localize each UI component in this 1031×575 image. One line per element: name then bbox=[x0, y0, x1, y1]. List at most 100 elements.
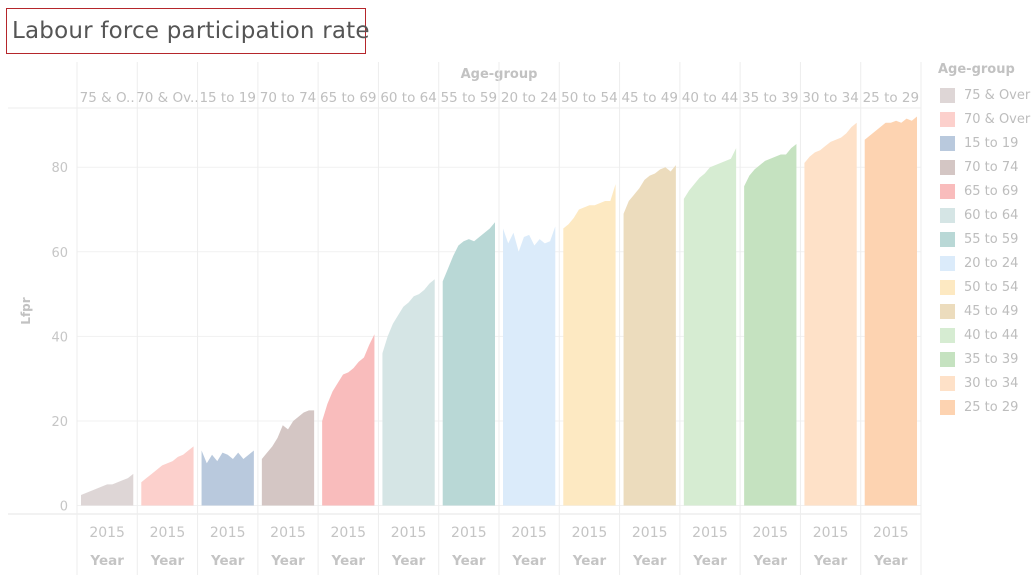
x-tick-label: 2015 bbox=[89, 525, 125, 541]
legend-label: 30 to 34 bbox=[964, 375, 1019, 391]
y-tick-label: 40 bbox=[51, 330, 68, 345]
x-axis-label: Year bbox=[873, 553, 908, 569]
area-55-to-59 bbox=[442, 222, 495, 506]
legend-label: 40 to 44 bbox=[964, 327, 1019, 343]
legend-item: 60 to 64 bbox=[932, 203, 1030, 227]
y-tick-label: 60 bbox=[51, 246, 68, 261]
legend-items: 75 & Over 70 & Over 15 to 19 70 to 74 65 to … bbox=[932, 83, 1030, 419]
legend-item: 75 & Over bbox=[932, 83, 1030, 107]
x-axis-label: Year bbox=[150, 553, 185, 569]
legend-label: 45 to 49 bbox=[964, 303, 1019, 319]
area-60-to-64 bbox=[382, 279, 435, 506]
area-50-to-54 bbox=[563, 184, 616, 506]
legend-item: 40 to 44 bbox=[932, 323, 1030, 347]
panel-header-label: 25 to 29 bbox=[863, 90, 920, 106]
x-axis-label: Year bbox=[511, 553, 546, 569]
x-axis-label: Year bbox=[813, 553, 848, 569]
chart-title: Labour force participation rate bbox=[12, 18, 370, 44]
area-25-to-29 bbox=[864, 116, 917, 506]
x-tick-label: 2015 bbox=[572, 525, 608, 541]
panel-header-label: 65 to 69 bbox=[320, 90, 377, 106]
legend-swatch bbox=[940, 375, 955, 391]
x-axis-label: Year bbox=[753, 553, 788, 569]
panel-header-label: 45 to 49 bbox=[621, 90, 678, 106]
x-axis-label: Year bbox=[451, 553, 486, 569]
area-30-to-34 bbox=[804, 122, 857, 506]
x-axis-label: Year bbox=[331, 553, 366, 569]
y-tick-label: 80 bbox=[51, 161, 68, 176]
x-tick-label: 2015 bbox=[270, 525, 306, 541]
legend-label: 15 to 19 bbox=[964, 135, 1019, 151]
legend-item: 50 to 54 bbox=[932, 275, 1030, 299]
x-tick-label: 2015 bbox=[451, 525, 487, 541]
panel-header-label: 35 to 39 bbox=[742, 90, 799, 106]
legend-label: 25 to 29 bbox=[964, 399, 1019, 415]
panel-header-label: 30 to 34 bbox=[802, 90, 859, 106]
legend-label: 75 & Over bbox=[964, 87, 1031, 103]
area-40-to-44 bbox=[683, 148, 737, 506]
legend-swatch bbox=[940, 303, 955, 319]
legend-label: 35 to 39 bbox=[964, 351, 1019, 367]
legend-swatch bbox=[940, 111, 955, 127]
legend-label: 70 to 74 bbox=[964, 159, 1019, 175]
area-70-to-74 bbox=[261, 410, 315, 506]
panel-header-label: 60 to 64 bbox=[380, 90, 437, 106]
x-axis-label: Year bbox=[632, 553, 667, 569]
area-65-to-69 bbox=[322, 334, 375, 506]
panel-header-label: 50 to 54 bbox=[561, 90, 618, 106]
area-75-o- bbox=[81, 473, 134, 506]
legend-swatch bbox=[940, 399, 955, 415]
x-tick-label: 2015 bbox=[873, 525, 909, 541]
legend-item: 35 to 39 bbox=[932, 347, 1030, 371]
x-tick-label: 2015 bbox=[692, 525, 728, 541]
y-tick-label: 0 bbox=[60, 500, 68, 515]
legend-swatch bbox=[940, 327, 955, 343]
panel-header-label: 55 to 59 bbox=[441, 90, 498, 106]
legend-swatch bbox=[940, 231, 955, 247]
legend-swatch bbox=[940, 351, 955, 367]
legend-swatch bbox=[940, 159, 955, 175]
legend-swatch bbox=[940, 87, 955, 103]
x-tick-label: 2015 bbox=[813, 525, 849, 541]
panel-header-label: 75 & O.. bbox=[80, 90, 135, 106]
x-tick-label: 2015 bbox=[752, 525, 788, 541]
legend-item: 65 to 69 bbox=[932, 179, 1030, 203]
legend-label: 50 to 54 bbox=[964, 279, 1019, 295]
legend-swatch bbox=[940, 207, 955, 223]
x-axis-label: Year bbox=[270, 553, 305, 569]
legend: Age-group 75 & Over 70 & Over 15 to 19 70 t… bbox=[932, 62, 1030, 419]
legend-swatch bbox=[940, 135, 955, 151]
x-axis-label: Year bbox=[391, 553, 426, 569]
x-tick-label: 2015 bbox=[330, 525, 366, 541]
y-tick-label: 20 bbox=[51, 415, 68, 430]
panel-header-label: 40 to 44 bbox=[682, 90, 739, 106]
x-axis-label: Year bbox=[572, 553, 607, 569]
panel-header-label: 70 to 74 bbox=[260, 90, 317, 106]
x-axis-label: Year bbox=[692, 553, 727, 569]
legend-swatch bbox=[940, 255, 955, 271]
legend-item: 45 to 49 bbox=[932, 299, 1030, 323]
legend-item: 70 & Over bbox=[932, 107, 1030, 131]
legend-item: 30 to 34 bbox=[932, 371, 1030, 395]
area-45-to-49 bbox=[623, 165, 676, 506]
x-tick-label: 2015 bbox=[511, 525, 547, 541]
legend-swatch bbox=[940, 183, 955, 199]
legend-item: 15 to 19 bbox=[932, 131, 1030, 155]
chart-title-box: Labour force participation rate bbox=[6, 8, 370, 54]
legend-label: 55 to 59 bbox=[964, 231, 1019, 247]
legend-label: 70 & Over bbox=[964, 111, 1031, 127]
x-tick-label: 2015 bbox=[210, 525, 246, 541]
panel-header-label: 15 to 19 bbox=[199, 90, 256, 106]
legend-label: 65 to 69 bbox=[964, 183, 1019, 199]
area-15-to-19 bbox=[201, 450, 254, 506]
x-axis-label: Year bbox=[89, 553, 124, 569]
area-35-to-39 bbox=[744, 143, 797, 506]
legend-item: 25 to 29 bbox=[932, 395, 1030, 419]
legend-swatch bbox=[940, 279, 955, 295]
y-axis-title: Lfpr bbox=[19, 297, 33, 324]
legend-label: 20 to 24 bbox=[964, 255, 1019, 271]
panel-header-label: 20 to 24 bbox=[501, 90, 558, 106]
legend-title: Age-group bbox=[938, 62, 1015, 77]
x-tick-label: 2015 bbox=[391, 525, 427, 541]
